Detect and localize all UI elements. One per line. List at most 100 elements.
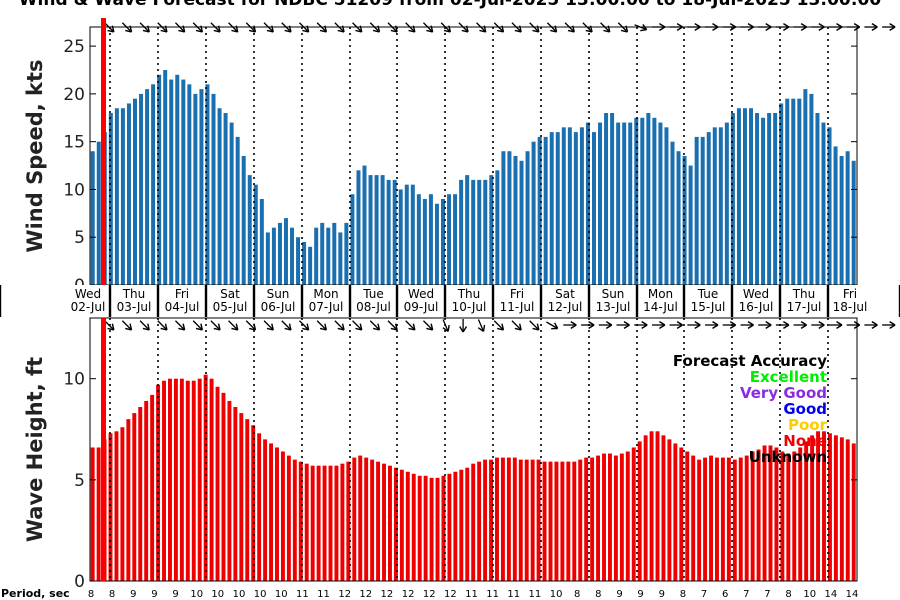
- wind-speed-bar: [320, 222, 325, 285]
- wave-height-bar: [804, 441, 809, 581]
- wave-height-bar: [762, 445, 767, 581]
- day-name-label: Wed: [75, 287, 101, 301]
- wind-speed-bar: [447, 194, 452, 285]
- day-name-label: Tue: [362, 287, 384, 301]
- wind-speed-bar: [314, 227, 319, 285]
- wind-speed-bar: [157, 74, 162, 285]
- day-name-label: Fri: [510, 287, 524, 301]
- legend-item: Very Good: [740, 384, 827, 402]
- period-value: 8: [680, 589, 686, 600]
- wind-speed-bar: [791, 98, 796, 285]
- wave-height-bar: [441, 475, 446, 581]
- wave-height-bar: [275, 447, 279, 581]
- chart-title: Wind & Wave Forecast for NDBC 51209 from…: [19, 0, 882, 10]
- wave-height-bar: [578, 459, 583, 581]
- wave-height-bar: [500, 457, 505, 581]
- wind-speed-bar: [290, 227, 295, 285]
- direction-arrow: [405, 320, 416, 331]
- day-name-label: Thu: [457, 287, 481, 301]
- direction-arrow: [882, 23, 896, 31]
- direction-arrow: [387, 320, 398, 331]
- day-name-label: Sat: [220, 287, 240, 301]
- direction-arrow: [493, 320, 505, 331]
- day-name-label: Wed: [408, 287, 434, 301]
- wave-height-bar: [477, 461, 482, 581]
- wave-height-bar: [548, 461, 553, 581]
- wind-speed-bar: [531, 141, 536, 285]
- wind-speed-bar: [483, 179, 488, 285]
- wave-height-bar: [173, 378, 178, 581]
- wind-speed-bar: [525, 151, 530, 285]
- wave-height-bar: [453, 471, 458, 581]
- wave-height-bar: [245, 419, 250, 581]
- wind-speed-bar: [356, 170, 361, 285]
- period-value: 14: [846, 589, 859, 600]
- wind-speed-bar: [175, 74, 180, 285]
- wave-height-bar: [316, 465, 321, 581]
- wind-speed-bar: [441, 199, 445, 285]
- y-tick-label: 5: [74, 228, 85, 248]
- wave-height-bar: [114, 431, 119, 581]
- wave-height-bar: [726, 457, 731, 581]
- direction-arrow: [581, 321, 595, 329]
- day-name-label: Sat: [555, 287, 575, 301]
- day-name-label: Fri: [175, 287, 189, 301]
- period-value: 8: [109, 589, 115, 600]
- wind-speed-bar: [205, 84, 210, 285]
- wave-height-bar: [483, 459, 488, 581]
- wave-plot-frame: [89, 317, 858, 582]
- direction-arrow: [157, 320, 168, 331]
- wind-speed-bar: [139, 93, 144, 285]
- wind-speed-bar: [736, 108, 741, 285]
- direction-arrow: [775, 321, 790, 329]
- wave-height-panel: 0 5 10 Wave Height, ft Forecast Accuracy E…: [23, 317, 896, 592]
- wind-speed-bar: [453, 194, 458, 285]
- wave-height-bar: [798, 447, 803, 581]
- direction-arrow: [616, 321, 630, 329]
- wave-height-bar: [399, 469, 404, 581]
- wave-height-bar: [96, 447, 101, 581]
- wave-height-bar: [566, 461, 571, 581]
- wave-height-bar: [673, 443, 678, 581]
- wave-height-bar: [649, 431, 654, 581]
- direction-arrow: [298, 320, 310, 331]
- date-label: 16-Jul: [739, 300, 774, 314]
- wave-height-bar: [851, 443, 856, 581]
- date-label: 18-Jul: [833, 300, 868, 314]
- wind-speed-bar: [392, 179, 397, 285]
- wave-height-bar: [637, 441, 642, 581]
- day-name-label: Sun: [267, 287, 290, 301]
- direction-arrow: [529, 320, 540, 331]
- direction-arrow: [174, 320, 186, 331]
- wave-height-bar: [185, 380, 190, 581]
- period-value: 11: [296, 589, 309, 600]
- wave-height-bar: [774, 447, 779, 581]
- day-name-label: Wed: [743, 287, 769, 301]
- period-value: 10: [550, 589, 563, 600]
- direction-arrow: [334, 320, 345, 331]
- period-value: 9: [659, 589, 665, 600]
- wind-speed-bar: [579, 127, 584, 285]
- wind-speed-bar: [386, 179, 391, 285]
- date-label: 14-Jul: [643, 300, 678, 314]
- wave-height-bar: [328, 465, 333, 581]
- wind-speed-bar: [259, 199, 264, 285]
- direction-arrow: [687, 321, 701, 329]
- wind-speed-bar: [428, 194, 433, 285]
- period-value: 10: [803, 589, 816, 600]
- day-label-strip: Wed02-JulThu03-JulFri04-JulSat05-JulSun0…: [0, 285, 900, 317]
- direction-arrow: [598, 321, 613, 329]
- period-value: 14: [825, 589, 838, 600]
- period-value: 6: [722, 589, 728, 600]
- wind-speed-bar: [573, 132, 578, 285]
- wind-day-gridlines: [109, 27, 829, 285]
- wave-height-bar: [768, 445, 773, 581]
- direction-arrow: [228, 320, 239, 331]
- wave-y-axis: 0 5 10: [63, 370, 857, 592]
- wave-height-bar: [459, 469, 464, 581]
- wind-speed-bar: [169, 79, 174, 285]
- wave-height-bar: [429, 477, 434, 581]
- wind-speed-bar: [404, 184, 409, 285]
- direction-arrow: [139, 320, 150, 331]
- wave-height-bar: [108, 433, 113, 581]
